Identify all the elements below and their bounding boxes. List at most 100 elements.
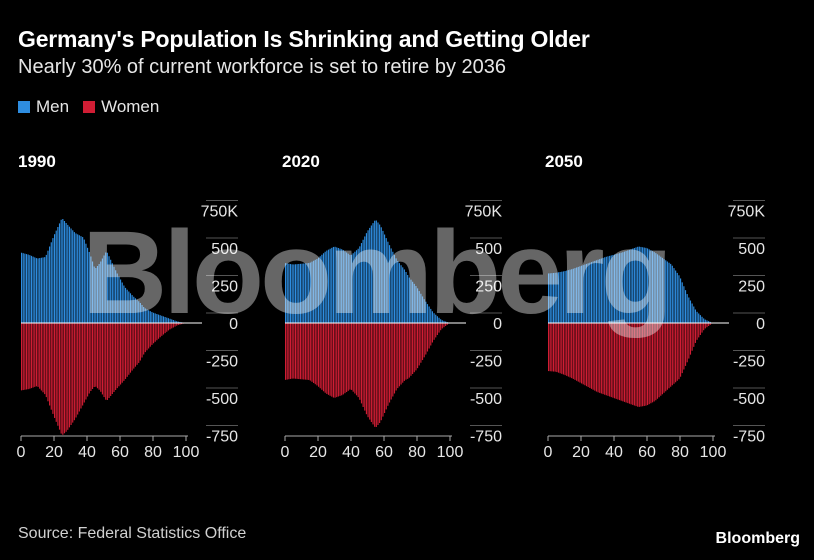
bar-men-1990	[161, 315, 163, 323]
bar-men-2050	[554, 272, 556, 323]
bar-men-2050	[579, 266, 581, 323]
bar-women-2020	[334, 323, 336, 398]
bar-women-1990	[118, 323, 120, 387]
bar-men-2050	[627, 250, 629, 323]
bar-women-2020	[428, 323, 430, 349]
bar-women-2050	[599, 323, 601, 393]
bar-men-2050	[592, 261, 594, 323]
bar-men-2050	[617, 253, 619, 323]
panel-title-1990: 1990	[18, 152, 56, 171]
bar-women-2050	[622, 323, 624, 402]
bar-men-1990	[57, 227, 59, 323]
bar-women-2020	[384, 323, 386, 413]
bar-women-2050	[706, 323, 708, 328]
bar-women-1990	[35, 323, 38, 387]
bar-women-2050	[701, 323, 703, 333]
panel-title-2050: 2050	[545, 152, 583, 171]
bar-men-2020	[403, 269, 405, 323]
bar-women-1990	[177, 323, 179, 326]
bar-men-2050	[689, 300, 692, 323]
bar-women-2020	[324, 323, 326, 393]
bar-men-2020	[382, 230, 384, 323]
y-tick-label-1990: 250	[211, 279, 238, 296]
bar-women-2020	[413, 323, 415, 373]
bar-women-1990	[87, 323, 89, 397]
bar-women-2050	[688, 323, 690, 359]
bar-men-2050	[648, 249, 650, 323]
x-tick-label-2050: 80	[671, 444, 689, 461]
bar-women-2020	[355, 323, 358, 396]
bar-men-2020	[318, 257, 320, 323]
bar-men-1990	[148, 310, 150, 323]
bar-men-1990	[111, 263, 113, 323]
bar-men-2020	[377, 222, 379, 323]
bar-men-1990	[151, 312, 153, 323]
bar-women-2020	[402, 323, 404, 383]
bar-men-1990	[174, 320, 176, 323]
bar-men-2050	[658, 255, 660, 323]
bar-men-1990	[162, 316, 165, 323]
bar-men-1990	[149, 311, 151, 323]
bar-men-2050	[671, 265, 673, 323]
bar-women-2020	[336, 323, 338, 398]
bar-men-2050	[673, 268, 675, 323]
bar-men-2020	[354, 251, 356, 323]
bar-men-2050	[680, 278, 682, 323]
bar-men-1990	[113, 266, 115, 323]
bar-women-2050	[548, 323, 550, 372]
bar-men-1990	[176, 321, 178, 323]
bar-men-1990	[80, 236, 82, 323]
bar-men-2020	[301, 263, 303, 323]
bar-women-2050	[566, 323, 568, 376]
bar-men-2020	[397, 261, 399, 323]
bar-women-2050	[630, 323, 632, 405]
bar-men-1990	[154, 313, 156, 323]
bar-men-1990	[138, 301, 140, 323]
bar-women-2050	[709, 323, 711, 325]
bar-women-1990	[157, 323, 160, 339]
bar-men-2050	[602, 257, 604, 323]
bar-women-1990	[153, 323, 155, 344]
bar-women-2050	[656, 323, 659, 399]
bar-men-1990	[87, 247, 89, 323]
bar-men-2020	[415, 285, 417, 323]
bar-women-1990	[75, 323, 77, 418]
bar-men-2050	[699, 315, 701, 323]
bar-men-1990	[172, 320, 174, 323]
bar-women-2020	[352, 323, 354, 392]
bar-women-2020	[316, 323, 318, 386]
y-tick-label-2020: 500	[475, 241, 502, 258]
bar-women-2020	[314, 323, 316, 385]
bar-women-2020	[392, 323, 394, 397]
bar-men-1990	[91, 261, 94, 323]
bar-men-2050	[709, 321, 711, 323]
bar-men-2020	[337, 248, 339, 323]
bar-women-1990	[93, 323, 95, 387]
bar-men-2050	[663, 259, 665, 323]
x-tick-label-2050: 0	[544, 444, 553, 461]
y-tick-label-2020: 0	[493, 316, 502, 333]
bar-men-2020	[336, 247, 338, 323]
bar-men-2020	[433, 313, 435, 323]
bar-men-1990	[141, 305, 143, 323]
bar-men-1990	[50, 242, 52, 323]
bar-women-2050	[571, 323, 573, 379]
chart-title: Germany's Population Is Shrinking and Ge…	[18, 26, 590, 52]
bar-men-2020	[395, 258, 397, 323]
bar-men-2050	[676, 272, 678, 323]
bar-men-2020	[306, 263, 308, 323]
bar-women-2020	[377, 323, 379, 425]
bar-women-2050	[632, 323, 634, 405]
bar-men-2050	[628, 249, 631, 323]
bar-women-1990	[57, 323, 59, 426]
bar-men-2050	[696, 311, 698, 323]
bar-men-2020	[347, 253, 349, 323]
bar-women-2050	[549, 323, 551, 372]
bar-women-2020	[357, 323, 359, 398]
bar-women-2020	[349, 323, 351, 390]
bar-men-1990	[77, 234, 79, 323]
bar-women-2020	[397, 323, 399, 389]
bar-men-1990	[98, 264, 100, 323]
bar-men-1990	[34, 257, 36, 323]
